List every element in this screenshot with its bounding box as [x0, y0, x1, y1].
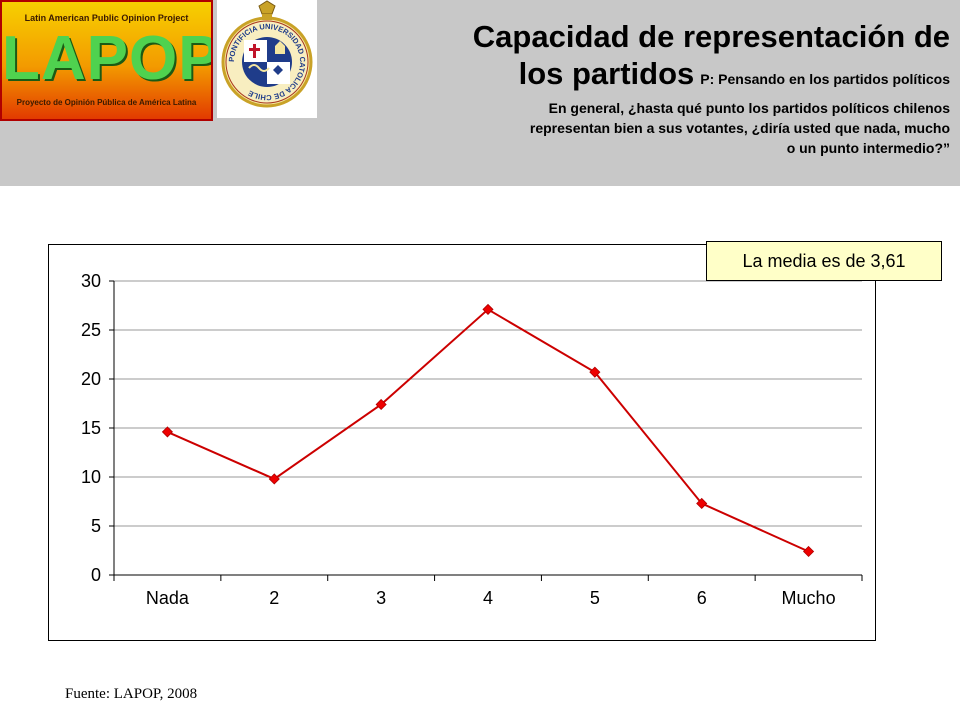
question-line-1: P: Pensando en los partidos políticos — [700, 71, 950, 87]
lapop-logo: Latin American Public Opinion Project LA… — [0, 0, 213, 121]
x-tick-label: 3 — [376, 588, 386, 608]
x-tick-label: 5 — [590, 588, 600, 608]
data-point-marker — [803, 545, 815, 558]
data-point-marker — [161, 426, 173, 438]
university-seal: PONTIFICIA UNIVERSIDAD CATOLICA DE CHILE — [217, 0, 317, 118]
question-line-2: En general, ¿hasta qué punto los partido… — [548, 100, 950, 116]
line-chart: 0 5 10 15 20 25 30 Nada 2 3 4 5 6 Mucho — [81, 271, 863, 608]
y-tick-label: 5 — [91, 516, 101, 536]
mean-callout: La media es de 3,61 — [706, 241, 942, 281]
page-title-continued: los partidos — [518, 56, 695, 91]
data-point-marker — [482, 303, 494, 315]
chart-frame: 0 5 10 15 20 25 30 Nada 2 3 4 5 6 Mucho — [48, 244, 876, 641]
question-line-3: representan bien a sus votantes, ¿diría … — [529, 120, 950, 136]
logo-top-text: Latin American Public Opinion Project — [24, 13, 189, 23]
data-point-marker — [375, 398, 387, 411]
logo-wordmark: LAPOP — [2, 24, 213, 93]
x-tick-label: 4 — [483, 588, 493, 608]
y-tick-label: 25 — [81, 320, 101, 340]
title-block: Capacidad de representación de los parti… — [330, 18, 950, 158]
logo-bottom-text: Proyecto de Opinión Pública de América L… — [16, 98, 197, 107]
page-title: Capacidad de representación de — [472, 19, 950, 54]
x-tick-label: Nada — [146, 588, 190, 608]
y-tick-label: 15 — [81, 418, 101, 438]
y-tick-label: 10 — [81, 467, 101, 487]
title-line2: los partidos P: Pensando en los partidos … — [330, 56, 950, 98]
y-tick-label: 30 — [81, 271, 101, 291]
y-tick-label: 0 — [91, 565, 101, 585]
source-note: Fuente: LAPOP, 2008 — [65, 686, 198, 702]
data-point-marker — [696, 497, 708, 510]
x-tick-label: 6 — [697, 588, 707, 608]
data-point-marker — [268, 473, 280, 485]
series-line — [167, 308, 809, 553]
data-point-marker — [589, 366, 601, 378]
x-tick-label: Mucho — [782, 588, 836, 608]
y-tick-label: 20 — [81, 369, 101, 389]
question-line-4: o un punto intermedio?” — [786, 140, 950, 156]
x-tick-label: 2 — [269, 588, 279, 608]
header-banner: Latin American Public Opinion Project LA… — [0, 0, 960, 186]
